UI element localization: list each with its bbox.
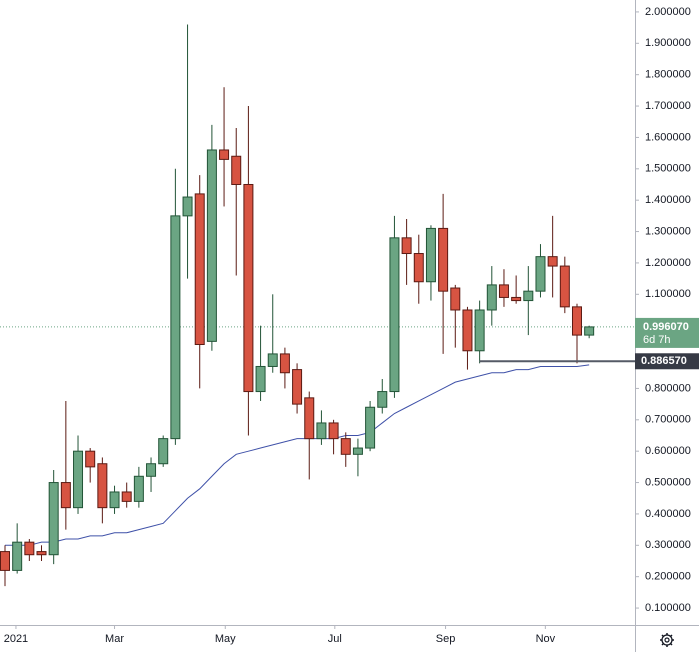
y-tick-label: 0.200000 (645, 571, 691, 583)
candle-body (438, 227, 449, 292)
candle-body (450, 287, 461, 311)
candle-body (85, 450, 96, 468)
candle-body (194, 193, 205, 346)
level-label: 0.886570 (641, 355, 687, 367)
candle-body (158, 438, 169, 465)
x-tick-label: Sep (436, 633, 456, 645)
candle-body (121, 491, 132, 502)
y-tick-label: 0.800000 (645, 382, 691, 394)
candle-body (36, 551, 47, 556)
candle-body (328, 422, 339, 440)
candle-body (292, 369, 303, 405)
candle-body (304, 397, 315, 440)
candle-body (146, 463, 157, 477)
x-tick-label: Mar (105, 633, 124, 645)
candle-body (498, 284, 509, 298)
moving-average (5, 364, 590, 546)
y-tick-label: 0.500000 (645, 476, 691, 488)
candle-body (377, 391, 388, 408)
countdown-label: 6d 7h (643, 334, 671, 346)
y-tick-label: 1.300000 (645, 225, 691, 237)
candle-body (255, 365, 266, 393)
candle-body (60, 482, 71, 509)
candle-body (170, 215, 181, 440)
candle-body (48, 482, 59, 556)
level-label-box (635, 353, 699, 370)
y-tick-label: 0.400000 (645, 508, 691, 520)
candle-body (0, 551, 10, 571)
x-tick-label: 2021 (4, 633, 28, 645)
y-tick-label: 1.900000 (645, 37, 691, 49)
candle-body (73, 450, 84, 509)
candle-body (352, 447, 363, 455)
candle-body (523, 290, 534, 302)
candle-body (340, 438, 351, 455)
gear-hub (664, 637, 670, 643)
y-tick-label: 2.000000 (645, 6, 691, 18)
y-tick-label: 1.100000 (645, 288, 691, 300)
last-price-box (635, 317, 699, 348)
y-tick-label: 1.800000 (645, 69, 691, 81)
y-tick-label: 0.300000 (645, 539, 691, 551)
candle-body (109, 491, 120, 509)
y-tick-label: 1.600000 (645, 131, 691, 143)
y-tick-label: 1.200000 (645, 257, 691, 269)
candle-body (486, 284, 497, 311)
candle-body (12, 541, 23, 571)
candle-body (389, 237, 400, 393)
candle-body (182, 196, 193, 217)
y-tick-label: 0.700000 (645, 414, 691, 426)
candle-body (571, 306, 582, 336)
candle-body (24, 541, 35, 556)
candle-body (474, 309, 485, 352)
candle-body (267, 353, 278, 367)
y-tick-label: 0.600000 (645, 445, 691, 457)
y-tick-label: 1.700000 (645, 100, 691, 112)
candle-body (231, 155, 242, 185)
candle-body (279, 353, 290, 374)
candle-body (97, 463, 108, 509)
x-tick-label: May (215, 633, 236, 645)
y-tick-label: 1.400000 (645, 194, 691, 206)
candle-body (365, 406, 376, 449)
candle-body (462, 309, 473, 352)
candle-body (559, 265, 570, 308)
candle-body (584, 326, 595, 336)
candle-body (535, 256, 546, 292)
candle-body (133, 475, 144, 502)
y-tick-label: 1.500000 (645, 163, 691, 175)
settings-icon[interactable] (660, 633, 674, 647)
gear-teeth (660, 633, 674, 647)
candle-body (547, 256, 558, 267)
candle-body (413, 253, 424, 283)
candle-body (219, 149, 230, 160)
candle-body (425, 227, 436, 283)
candle-body (511, 296, 522, 302)
candle-body (401, 237, 412, 255)
y-tick-label: 0.100000 (645, 602, 691, 614)
x-tick-label: Nov (536, 633, 556, 645)
candle-body (316, 422, 327, 440)
candle-body (206, 149, 217, 342)
candle-body (243, 183, 254, 393)
last-price-label: 0.996070 (643, 321, 689, 333)
x-tick-label: Jul (328, 633, 342, 645)
